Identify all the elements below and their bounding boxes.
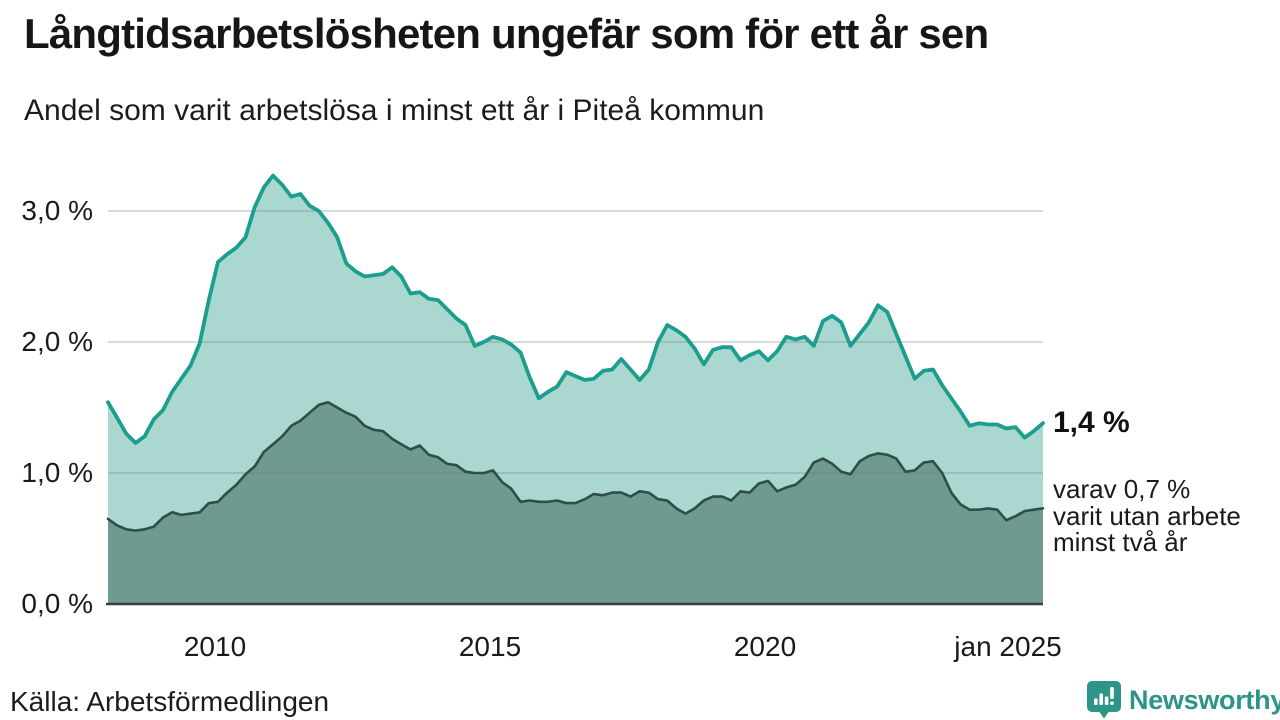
source-note: Källa: Arbetsförmedlingen — [10, 686, 330, 717]
y-axis-label-1: 1,0 % — [21, 457, 93, 488]
annotation-detail: varav 0,7 % varit utan arbete minst två … — [1053, 476, 1241, 556]
y-axis-label-0: 0,0 % — [21, 588, 93, 619]
y-axis-label-2: 2,0 % — [21, 326, 93, 357]
brand-logo: Newsworthy — [1086, 680, 1280, 720]
chart-plot — [106, 173, 1045, 606]
x-axis-label-2020: 2020 — [733, 631, 797, 662]
annotation-detail-line-1: varav 0,7 % — [1053, 474, 1191, 504]
brand-name: Newsworthy — [1129, 684, 1280, 715]
page-subtitle: Andel som varit arbetslösa i minst ett å… — [24, 94, 765, 127]
x-axis-label-jan-2025: jan 2025 — [954, 631, 1062, 662]
x-axis-label-2010: 2010 — [183, 631, 247, 662]
x-axis-label-2015: 2015 — [458, 631, 522, 662]
y-axis-label-3: 3,0 % — [21, 195, 93, 226]
newsworthy-pin-icon — [1087, 681, 1121, 719]
annotation-detail-line-3: minst två år — [1053, 527, 1188, 557]
annotation-latest-value: 1,4 % — [1053, 406, 1130, 439]
annotation-detail-line-2: varit utan arbete — [1053, 500, 1241, 531]
page-title: Långtidsarbetslösheten ungefär som för e… — [24, 10, 989, 57]
